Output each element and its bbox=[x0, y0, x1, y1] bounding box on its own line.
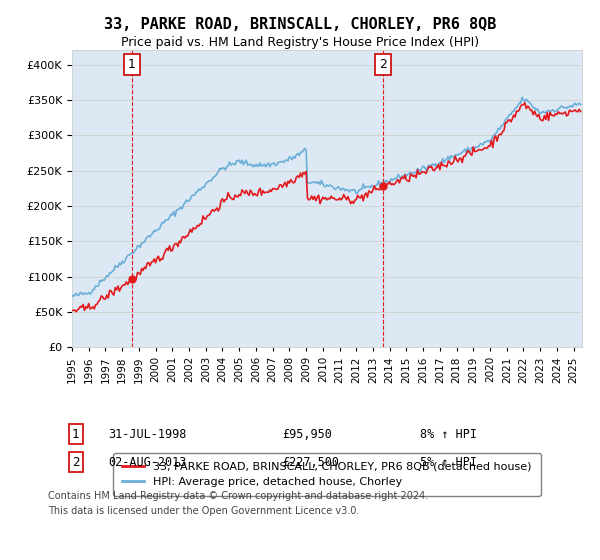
Text: 2: 2 bbox=[379, 58, 387, 71]
Legend: 33, PARKE ROAD, BRINSCALL, CHORLEY, PR6 8QB (detached house), HPI: Average price: 33, PARKE ROAD, BRINSCALL, CHORLEY, PR6 … bbox=[113, 452, 541, 496]
Text: £95,950: £95,950 bbox=[282, 427, 332, 441]
Text: Price paid vs. HM Land Registry's House Price Index (HPI): Price paid vs. HM Land Registry's House … bbox=[121, 36, 479, 49]
Text: 8% ↑ HPI: 8% ↑ HPI bbox=[420, 427, 477, 441]
Text: 33, PARKE ROAD, BRINSCALL, CHORLEY, PR6 8QB: 33, PARKE ROAD, BRINSCALL, CHORLEY, PR6 … bbox=[104, 17, 496, 32]
Text: £227,500: £227,500 bbox=[282, 455, 339, 469]
Text: 02-AUG-2013: 02-AUG-2013 bbox=[108, 455, 187, 469]
Text: This data is licensed under the Open Government Licence v3.0.: This data is licensed under the Open Gov… bbox=[48, 506, 359, 516]
Text: 2: 2 bbox=[72, 455, 79, 469]
Text: 1: 1 bbox=[128, 58, 136, 71]
Text: Contains HM Land Registry data © Crown copyright and database right 2024.: Contains HM Land Registry data © Crown c… bbox=[48, 491, 428, 501]
Text: 1: 1 bbox=[72, 427, 79, 441]
Text: 31-JUL-1998: 31-JUL-1998 bbox=[108, 427, 187, 441]
Text: 5% ↑ HPI: 5% ↑ HPI bbox=[420, 455, 477, 469]
